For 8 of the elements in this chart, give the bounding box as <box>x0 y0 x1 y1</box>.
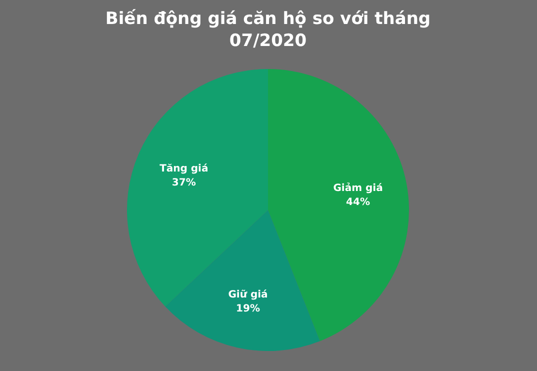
data-label: 19% <box>236 303 260 314</box>
slice-label: Giữ giá <box>228 289 268 300</box>
data-label: 44% <box>346 196 370 208</box>
slice-label: Giảm giá <box>333 182 383 194</box>
chart-title: Biến động giá căn hộ so với tháng 07/2020 <box>105 9 431 51</box>
slice-label: Tăng giá <box>160 164 208 175</box>
data-label: 37% <box>172 178 196 189</box>
pie-slice <box>268 69 409 342</box>
